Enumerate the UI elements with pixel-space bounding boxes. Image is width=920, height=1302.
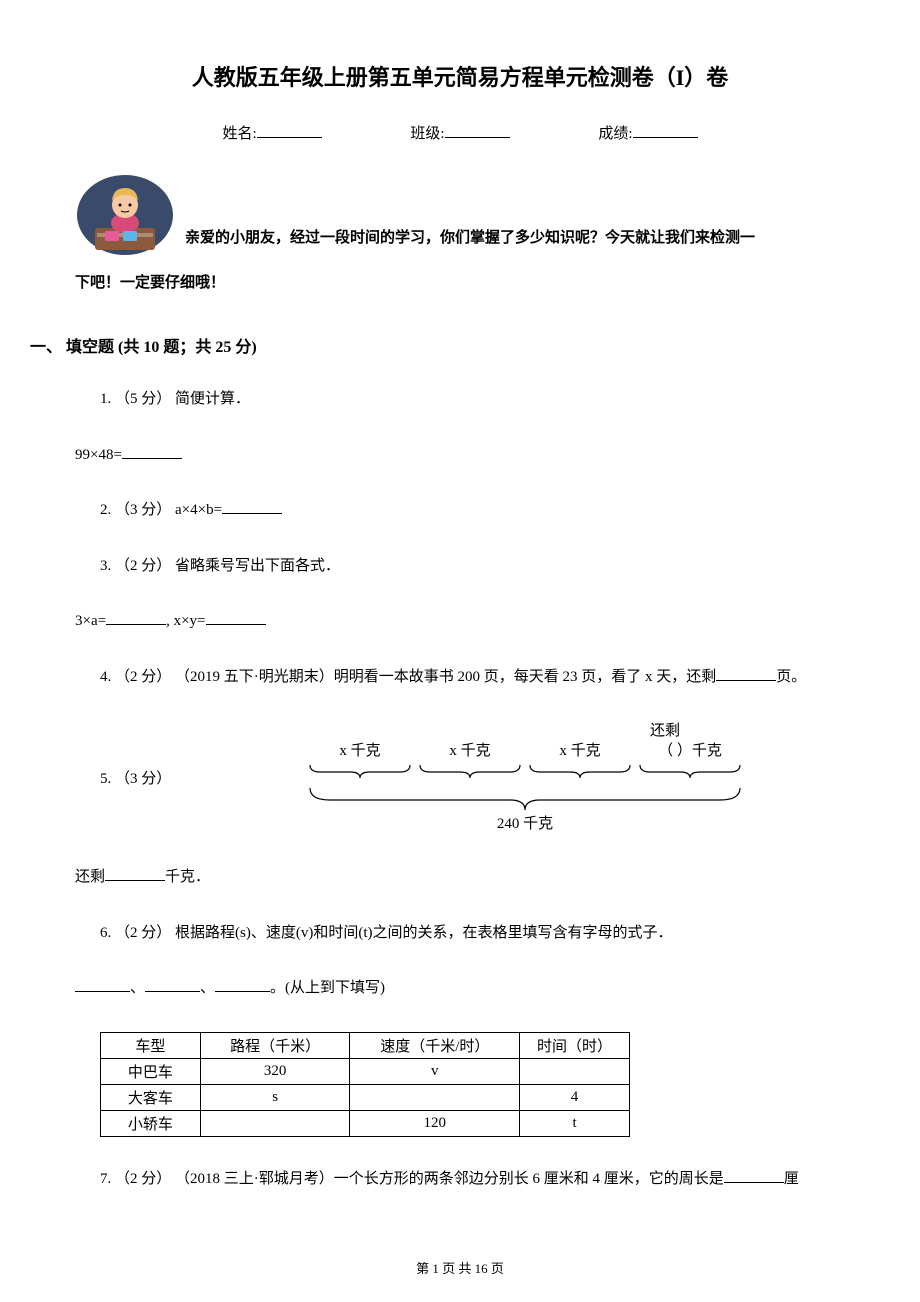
question-3: 3. （2 分） 省略乘号写出下面各式． xyxy=(75,554,845,580)
student-avatar-icon xyxy=(75,173,175,258)
q6-table: 车型 路程（千米） 速度（千米/时） 时间（时） 中巴车 320 v 大客车 s… xyxy=(100,1032,630,1137)
class-label: 班级: xyxy=(410,122,444,143)
diagram-block: 5. （3 分） 还剩 x 千克 x 千克 x 千克 （ ）千克 240 千克 xyxy=(75,720,845,835)
q2-text: 2. （3 分） a×4×b= xyxy=(100,502,222,518)
page-footer: 第 1 页 共 16 页 xyxy=(0,1258,920,1277)
table-cell: t xyxy=(520,1110,630,1136)
table-cell: v xyxy=(350,1058,520,1084)
q7-text: 7. （2 分） （2018 三上·郓城月考）一个长方形的两条邻边分别长 6 厘… xyxy=(100,1171,724,1187)
q5-suffix: 千克． xyxy=(165,869,210,885)
question-6-sub: 、 、 。(从上到下填写) xyxy=(75,976,845,1002)
q7-suffix: 厘 xyxy=(784,1171,799,1187)
q6-blank-2 xyxy=(145,976,200,992)
q5-prefix: 还剩 xyxy=(75,869,105,885)
table-cell: 小轿车 xyxy=(101,1110,201,1136)
svg-text:（ ）千克: （ ）千克 xyxy=(658,742,722,759)
q3-sep: , x×y= xyxy=(166,613,205,629)
student-info-row: 姓名: 班级: 成绩: xyxy=(75,122,845,143)
q3-blank-b xyxy=(206,609,266,625)
question-1: 1. （5 分） 简便计算． xyxy=(75,387,845,413)
svg-text:x 千克: x 千克 xyxy=(449,742,490,759)
page-title: 人教版五年级上册第五单元简易方程单元检测卷（I）卷 xyxy=(75,60,845,92)
name-label: 姓名: xyxy=(222,122,256,143)
greeting-block: 亲爱的小朋友，经过一段时间的学习，你们掌握了多少知识呢？今天就让我们来检测一 xyxy=(75,173,845,258)
table-header: 速度（千米/时） xyxy=(350,1032,520,1058)
q6-blank-1 xyxy=(75,976,130,992)
class-blank xyxy=(445,137,510,138)
q6-sep-2: 、 xyxy=(200,980,215,996)
svg-text:还剩: 还剩 xyxy=(650,722,680,739)
q4-text: 4. （2 分） （2019 五下·明光期末）明明看一本故事书 200 页，每天… xyxy=(100,669,716,685)
q4-suffix: 页。 xyxy=(776,669,806,685)
svg-text:240 千克: 240 千克 xyxy=(497,815,553,832)
question-3-sub: 3×a= , x×y= xyxy=(75,609,845,635)
q2-blank xyxy=(222,498,282,514)
table-header: 时间（时） xyxy=(520,1032,630,1058)
question-1-sub: 99×48= xyxy=(75,443,845,469)
table-row: 中巴车 320 v xyxy=(101,1058,630,1084)
score-label: 成绩: xyxy=(598,122,632,143)
table-header: 车型 xyxy=(101,1032,201,1058)
table-row: 大客车 s 4 xyxy=(101,1084,630,1110)
table-cell: 120 xyxy=(350,1110,520,1136)
section-1-header: 一、 填空题 (共 10 题；共 25 分) xyxy=(30,333,845,357)
table-cell: 大客车 xyxy=(101,1084,201,1110)
table-cell: 中巴车 xyxy=(101,1058,201,1084)
weight-diagram: 还剩 x 千克 x 千克 x 千克 （ ）千克 240 千克 xyxy=(235,720,845,835)
q3-expr-a: 3×a= xyxy=(75,613,106,629)
table-cell: 320 xyxy=(200,1058,350,1084)
q3-blank-a xyxy=(106,609,166,625)
question-4: 4. （2 分） （2019 五下·明光期末）明明看一本故事书 200 页，每天… xyxy=(75,665,845,691)
svg-text:x 千克: x 千克 xyxy=(559,742,600,759)
table-cell xyxy=(520,1058,630,1084)
question-2: 2. （3 分） a×4×b= xyxy=(75,498,845,524)
question-5-sub: 还剩 千克． xyxy=(75,865,845,891)
table-cell: 4 xyxy=(520,1084,630,1110)
question-7: 7. （2 分） （2018 三上·郓城月考）一个长方形的两条邻边分别长 6 厘… xyxy=(75,1167,845,1193)
q6-sep-1: 、 xyxy=(130,980,145,996)
score-blank xyxy=(633,137,698,138)
table-row: 车型 路程（千米） 速度（千米/时） 时间（时） xyxy=(101,1032,630,1058)
greeting-line2: 下吧！一定要仔细哦！ xyxy=(75,268,845,298)
q6-suffix: 。(从上到下填写) xyxy=(270,980,385,996)
svg-text:x 千克: x 千克 xyxy=(339,742,380,759)
question-5: 5. （3 分） xyxy=(75,767,235,788)
q7-blank xyxy=(724,1167,784,1183)
q1-expr: 99×48= xyxy=(75,447,122,463)
table-cell: s xyxy=(200,1084,350,1110)
q5-blank xyxy=(105,865,165,881)
table-cell xyxy=(350,1084,520,1110)
q6-blank-3 xyxy=(215,976,270,992)
question-6: 6. （2 分） 根据路程(s)、速度(v)和时间(t)之间的关系，在表格里填写… xyxy=(75,921,845,947)
table-header: 路程（千米） xyxy=(200,1032,350,1058)
greeting-line1: 亲爱的小朋友，经过一段时间的学习，你们掌握了多少知识呢？今天就让我们来检测一 xyxy=(185,223,755,258)
q1-blank xyxy=(122,443,182,459)
name-blank xyxy=(257,137,322,138)
table-cell xyxy=(200,1110,350,1136)
q6-table-wrap: 车型 路程（千米） 速度（千米/时） 时间（时） 中巴车 320 v 大客车 s… xyxy=(75,1032,845,1137)
table-row: 小轿车 120 t xyxy=(101,1110,630,1136)
q4-blank xyxy=(716,665,776,681)
